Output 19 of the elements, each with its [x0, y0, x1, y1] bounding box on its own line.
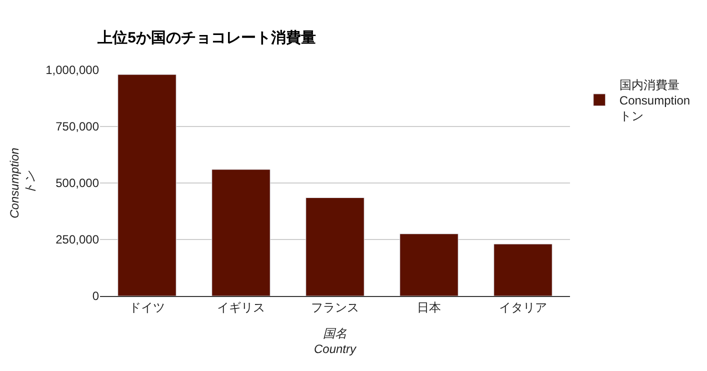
- chart-title: 上位5か国のチョコレート消費量: [96, 29, 316, 46]
- x-tick-label: イタリア: [499, 300, 547, 314]
- x-tick-label: フランス: [311, 300, 359, 314]
- y-axis-title: Consumption トン: [7, 147, 37, 218]
- legend-label: 国内消費量 Consumption トン: [619, 78, 690, 124]
- bar: [212, 169, 270, 296]
- x-tick-label: ドイツ: [129, 300, 165, 314]
- bar: [400, 234, 458, 296]
- x-axis-title: 国名 Country: [314, 326, 357, 356]
- x-tick-label: 日本: [417, 300, 441, 314]
- y-tick-label: 0: [92, 289, 100, 304]
- y-tick-label: 250,000: [56, 232, 100, 247]
- x-tick-label: イギリス: [217, 300, 265, 314]
- y-tick-label: 1,000,000: [46, 63, 100, 78]
- bar: [306, 197, 364, 296]
- y-tick-label: 750,000: [56, 120, 100, 134]
- y-tick-label: 500,000: [56, 176, 100, 190]
- bar: [118, 74, 176, 296]
- bar: [494, 244, 552, 296]
